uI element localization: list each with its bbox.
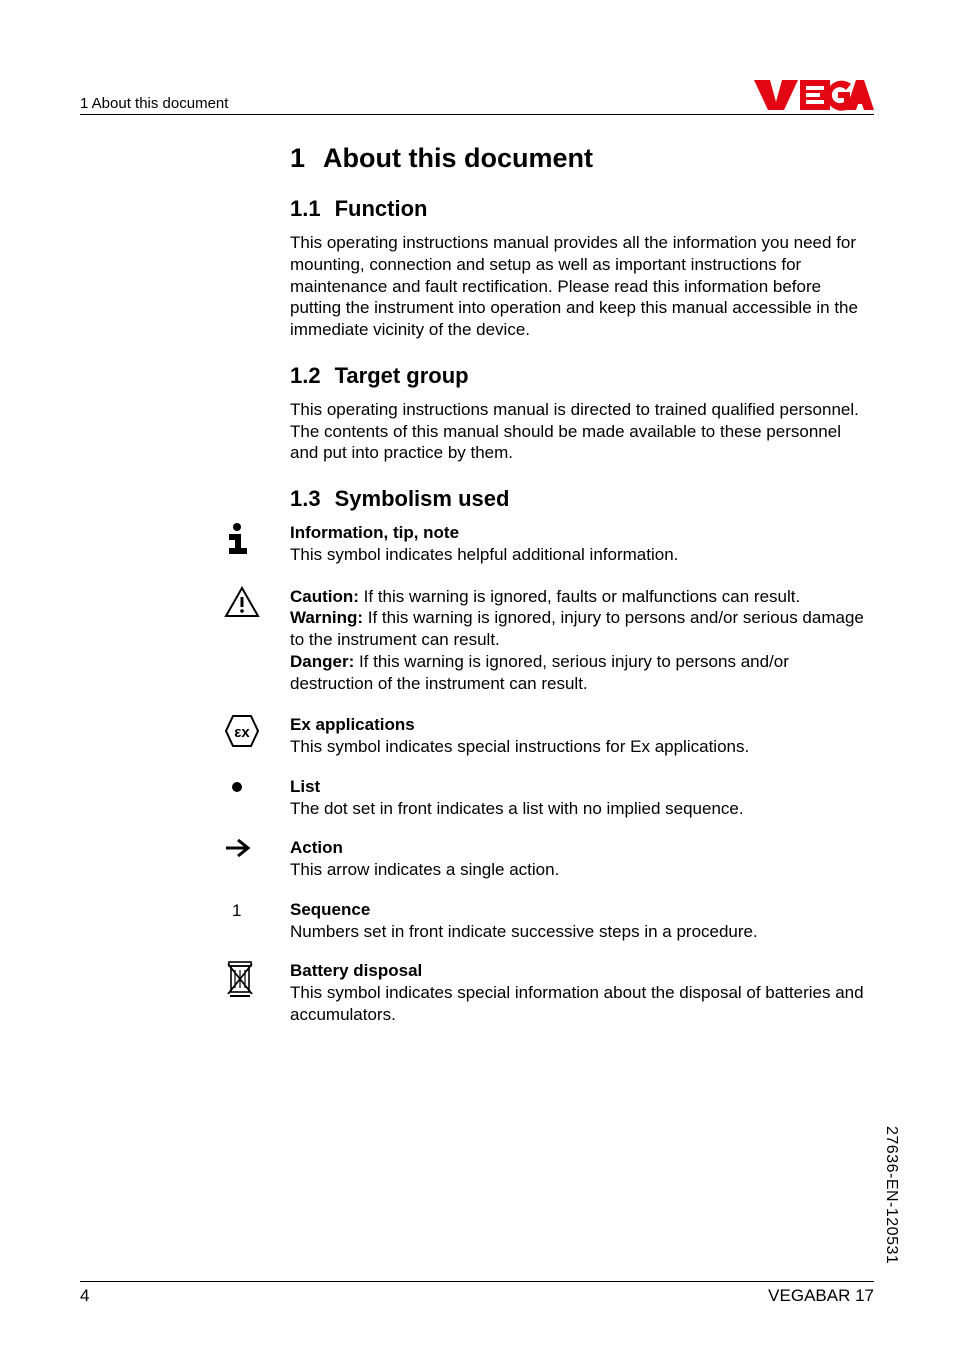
- section-number: 1.3: [290, 486, 321, 511]
- ex-hexagon-icon: εx: [224, 714, 290, 758]
- section-title: Target group: [335, 363, 469, 388]
- danger-lead: Danger:: [290, 652, 354, 671]
- symbol-text: Ex applications This symbol indicates sp…: [290, 714, 870, 758]
- vega-logo: [754, 78, 874, 112]
- list-bullet-icon: [224, 776, 290, 820]
- symbol-block-ex: εx Ex applications This symbol indicates…: [290, 714, 870, 758]
- section-number: 1.2: [290, 363, 321, 388]
- warning-line: Warning: If this warning is ignored, inj…: [290, 607, 870, 651]
- symbol-text: Caution: If this warning is ignored, fau…: [290, 586, 870, 695]
- section-body-function: This operating instructions manual provi…: [290, 232, 870, 341]
- warning-triangle-icon: [224, 586, 290, 695]
- symbol-desc: This symbol indicates special instructio…: [290, 736, 870, 758]
- section-heading-function: 1.1 Function: [290, 196, 870, 222]
- svg-text:εx: εx: [234, 724, 250, 741]
- symbol-desc: This symbol indicates helpful additional…: [290, 544, 870, 566]
- symbol-block-sequence: 1 Sequence Numbers set in front indicate…: [290, 899, 870, 943]
- content-column: 1 About this document 1.1 Function This op…: [290, 143, 870, 1026]
- section-title: Function: [335, 196, 428, 221]
- danger-text: If this warning is ignored, serious inju…: [290, 652, 789, 693]
- page-header: 1 About this document: [80, 78, 874, 115]
- danger-line: Danger: If this warning is ignored, seri…: [290, 651, 870, 695]
- symbol-block-battery: Battery disposal This symbol indicates s…: [290, 960, 870, 1025]
- symbol-title: Information, tip, note: [290, 522, 870, 544]
- symbol-text: Sequence Numbers set in front indicate s…: [290, 899, 870, 943]
- symbol-title: Ex applications: [290, 714, 870, 736]
- info-icon: [224, 522, 290, 566]
- caution-text: If this warning is ignored, faults or ma…: [359, 587, 800, 606]
- page: 1 About this document 1 About this docume…: [0, 0, 954, 1354]
- sequence-marker: 1: [232, 901, 241, 921]
- symbol-block-info: Information, tip, note This symbol indic…: [290, 522, 870, 566]
- running-head: 1 About this document: [80, 95, 228, 112]
- caution-lead: Caution:: [290, 587, 359, 606]
- product-name: VEGABAR 17: [768, 1286, 874, 1306]
- symbol-desc: This arrow indicates a single action.: [290, 859, 870, 881]
- symbol-title: Battery disposal: [290, 960, 870, 982]
- chapter-title: About this document: [323, 143, 593, 173]
- symbol-title: Action: [290, 837, 870, 859]
- symbol-desc: Numbers set in front indicate successive…: [290, 921, 870, 943]
- symbol-text: List The dot set in front indicates a li…: [290, 776, 870, 820]
- symbol-block-warning: Caution: If this warning is ignored, fau…: [290, 586, 870, 695]
- section-heading-symbolism: 1.3 Symbolism used: [290, 486, 870, 512]
- symbol-title: Sequence: [290, 899, 870, 921]
- warning-text: If this warning is ignored, injury to pe…: [290, 608, 864, 649]
- symbol-text: Action This arrow indicates a single act…: [290, 837, 870, 881]
- symbol-desc: This symbol indicates special informatio…: [290, 982, 870, 1026]
- section-heading-target-group: 1.2 Target group: [290, 363, 870, 389]
- symbol-text: Battery disposal This symbol indicates s…: [290, 960, 870, 1025]
- warning-lead: Warning:: [290, 608, 363, 627]
- battery-disposal-icon: [224, 960, 290, 1025]
- symbol-block-action: Action This arrow indicates a single act…: [290, 837, 870, 881]
- chapter-number: 1: [290, 143, 305, 173]
- page-footer: 4 VEGABAR 17: [80, 1281, 874, 1306]
- symbol-block-list: List The dot set in front indicates a li…: [290, 776, 870, 820]
- symbol-text: Information, tip, note This symbol indic…: [290, 522, 870, 566]
- caution-line: Caution: If this warning is ignored, fau…: [290, 586, 870, 608]
- sequence-number-icon: 1: [224, 899, 290, 943]
- page-number: 4: [80, 1286, 89, 1306]
- symbol-title: List: [290, 776, 870, 798]
- section-number: 1.1: [290, 196, 321, 221]
- arrow-right-icon: [224, 837, 290, 881]
- chapter-heading: 1 About this document: [290, 143, 870, 174]
- section-body-target-group: This operating instructions manual is di…: [290, 399, 870, 464]
- document-id-vertical: 27636-EN-120531: [882, 1126, 900, 1264]
- symbol-desc: The dot set in front indicates a list wi…: [290, 798, 870, 820]
- section-title: Symbolism used: [335, 486, 510, 511]
